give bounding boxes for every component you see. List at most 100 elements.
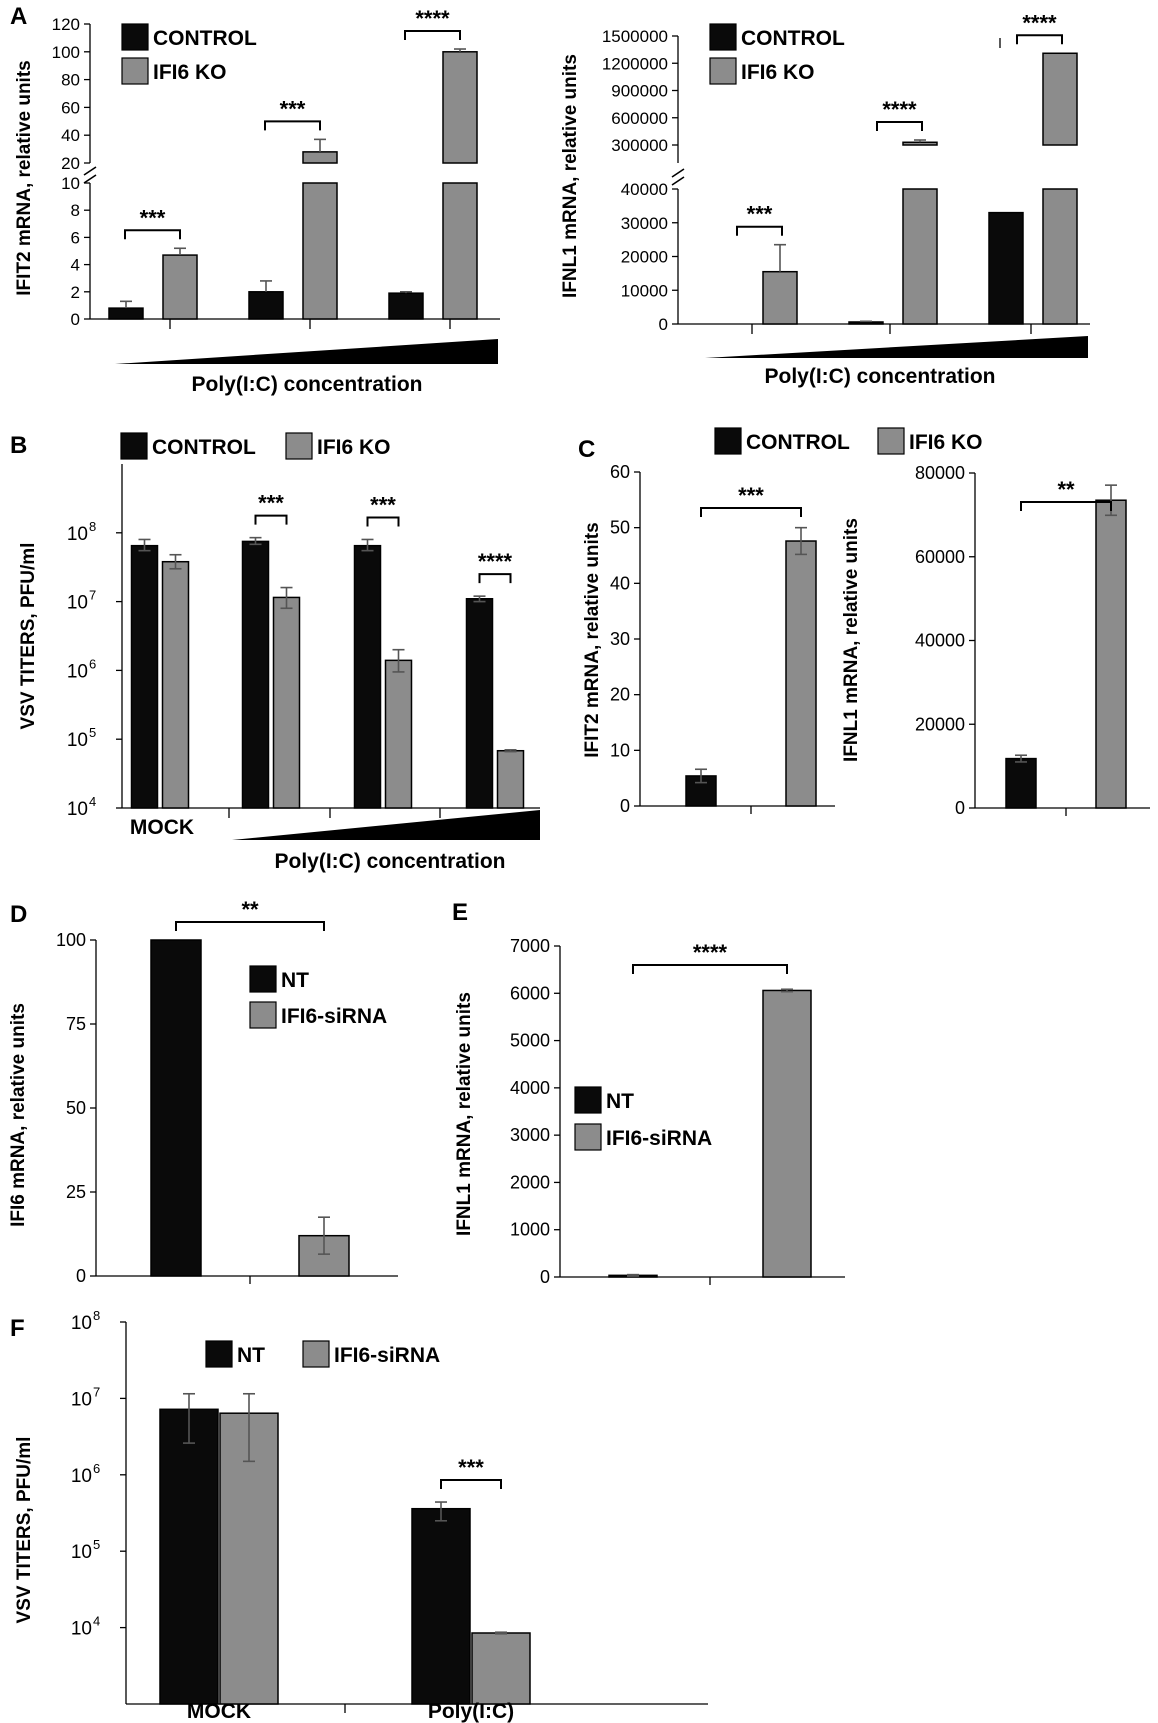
panel-a-left-bracket bbox=[404, 30, 461, 41]
panel-d-ytick-label: 100 bbox=[56, 930, 86, 950]
panel-a-right-bar bbox=[902, 188, 938, 325]
panel-a-left-bar bbox=[388, 292, 424, 320]
panel-c-right-ytick-label: 0 bbox=[955, 798, 965, 818]
panel-a-left-bar-upper bbox=[302, 151, 338, 164]
panel-a-letter: A bbox=[10, 3, 27, 30]
panel-a-left-axis-break bbox=[83, 166, 97, 184]
panel-e-ytick-label: 4000 bbox=[510, 1078, 550, 1098]
panel-b-legend-control-swatch bbox=[120, 432, 148, 460]
panel-c-right-ytick-label: 80000 bbox=[915, 463, 965, 483]
panel-a-right-ytick-label: 900000 bbox=[611, 82, 668, 101]
panel-a-left-ytick-label: 2 bbox=[71, 283, 80, 302]
panel-a-right-bracket bbox=[876, 121, 923, 132]
panel-b-ytick-base: 10 bbox=[67, 661, 88, 682]
panel-f-bar bbox=[411, 1507, 471, 1705]
panel-c-right-ytick-label: 40000 bbox=[915, 631, 965, 651]
panel-a-right-ytick-label: 10000 bbox=[621, 281, 668, 300]
panel-a-right-bar-upper bbox=[902, 141, 938, 146]
panel-b-ytick-base: 10 bbox=[67, 799, 88, 820]
panel-a-left-y-label: IFIT2 mRNA, relative units bbox=[14, 60, 35, 295]
panel-e-ytick-label: 2000 bbox=[510, 1172, 550, 1192]
panel-c-right-bar bbox=[1095, 499, 1127, 809]
panel-a-right-legend-control-label: CONTROL bbox=[741, 27, 845, 50]
panel-b-bar bbox=[130, 544, 159, 809]
panel-a-right-bar bbox=[1042, 188, 1078, 325]
panel-f-legend-nt-label: NT bbox=[237, 1344, 265, 1367]
panel-b-ytick-exponent: 7 bbox=[89, 588, 96, 603]
panel-a-left-ytick-label: 10 bbox=[61, 174, 80, 193]
panel-a-left-bar bbox=[108, 307, 144, 320]
panel-d-legend-nt-label: NT bbox=[281, 969, 309, 992]
panel-a-left-ytick-label: 80 bbox=[61, 71, 80, 90]
panel-a-right-x-label: Poly(I:C) concentration bbox=[764, 365, 995, 388]
panel-b-ytick-base: 10 bbox=[67, 730, 88, 751]
panel-d-letter: D bbox=[10, 901, 27, 928]
panel-b-concentration-wedge bbox=[232, 810, 540, 840]
panel-b-bar bbox=[241, 540, 270, 809]
panel-d-legend-nt-swatch bbox=[249, 965, 277, 993]
panel-c-right-y-label: IFNL1 mRNA, relative units bbox=[841, 518, 862, 762]
panel-b-legend-control-label: CONTROL bbox=[152, 436, 256, 459]
panel-f-ytick-exponent: 7 bbox=[93, 1384, 100, 1399]
panel-a-right-bar bbox=[848, 321, 884, 325]
panel-a-left-bracket bbox=[124, 229, 181, 240]
panel-b-bar bbox=[272, 596, 301, 809]
panel-b-ytick-exponent: 6 bbox=[89, 656, 96, 671]
panel-a-left-legend-control-label: CONTROL bbox=[153, 27, 257, 50]
panel-e-ytick-label: 0 bbox=[540, 1267, 550, 1287]
panel-a-right-ytick-label: 40000 bbox=[621, 180, 668, 199]
panel-f-y-label: VSV TITERS, PFU/ml bbox=[14, 1437, 35, 1624]
panel-c-left-bar bbox=[785, 540, 817, 807]
panel-d-bracket-label: ** bbox=[241, 897, 259, 922]
panel-a-right-ytick-label: 0 bbox=[659, 315, 668, 334]
panel-a-right-legend-ko-swatch bbox=[709, 57, 737, 85]
panel-a-left-bracket-label: *** bbox=[140, 205, 166, 230]
panel-a-right-ytick-label: 1200000 bbox=[602, 54, 668, 73]
panel-a-right-bracket-label: **** bbox=[882, 97, 917, 122]
panel-a-right-bracket-label: *** bbox=[747, 202, 773, 227]
panel-b-bar bbox=[465, 598, 494, 809]
panel-a-left-legend-ko-label: IFI6 KO bbox=[153, 61, 227, 84]
panel-a-left-bar-upper bbox=[442, 51, 478, 164]
panel-a-right-bar bbox=[988, 211, 1024, 325]
panel-a-right-ytick-label: 600000 bbox=[611, 109, 668, 128]
panel-b-bracket bbox=[254, 514, 288, 525]
panel-b-ytick-base: 10 bbox=[67, 524, 88, 545]
panel-b-bracket-label: *** bbox=[370, 492, 396, 517]
panel-b-legend-ko-swatch bbox=[285, 432, 313, 460]
panel-d-ytick-label: 50 bbox=[66, 1098, 86, 1118]
panel-a-right-ytick-label: 1500000 bbox=[602, 27, 668, 46]
panel-a-right-ytick-label: 300000 bbox=[611, 136, 668, 155]
panel-a-left-bracket-label: *** bbox=[280, 96, 306, 121]
panel-a-left-ytick-label: 4 bbox=[71, 256, 80, 275]
panel-a-left-bar bbox=[302, 182, 338, 320]
panel-b-bar bbox=[353, 544, 382, 809]
panel-a-right-bar bbox=[762, 270, 798, 325]
panel-e-bar bbox=[762, 989, 812, 1278]
panel-e-ytick-label: 6000 bbox=[510, 983, 550, 1003]
panel-b-bracket bbox=[478, 573, 512, 584]
panel-a-left-x-label: Poly(I:C) concentration bbox=[191, 373, 422, 396]
panel-c-left-ytick-label: 10 bbox=[610, 740, 630, 760]
panel-d-legend-sirna-swatch bbox=[249, 1001, 277, 1029]
panel-c-legend-control-swatch bbox=[714, 427, 742, 455]
panel-c-legend-control-label: CONTROL bbox=[746, 431, 850, 454]
panel-c-left-ytick-label: 0 bbox=[620, 796, 630, 816]
panel-e-ytick-label: 7000 bbox=[510, 936, 550, 956]
panel-f-ytick-exponent: 4 bbox=[93, 1614, 100, 1629]
panel-a-left-bar bbox=[248, 291, 284, 320]
panel-f-letter: F bbox=[10, 1315, 25, 1342]
panel-b-ytick-exponent: 4 bbox=[89, 794, 96, 809]
panel-f-ytick-base: 10 bbox=[71, 1542, 92, 1563]
panel-a-right-ytick-label: 30000 bbox=[621, 214, 668, 233]
panel-c-left-ytick-label: 30 bbox=[610, 629, 630, 649]
panel-e-ytick-label: 1000 bbox=[510, 1220, 550, 1240]
panel-b-bar bbox=[496, 749, 525, 809]
panel-f-bar bbox=[471, 1632, 531, 1705]
panel-f-bar bbox=[159, 1408, 219, 1705]
panel-e-legend-sirna-label: IFI6-siRNA bbox=[606, 1127, 712, 1150]
panel-a-left-ytick-label: 20 bbox=[61, 154, 80, 173]
panel-b-ytick-base: 10 bbox=[67, 593, 88, 614]
panel-f-ytick-base: 10 bbox=[71, 1313, 92, 1334]
